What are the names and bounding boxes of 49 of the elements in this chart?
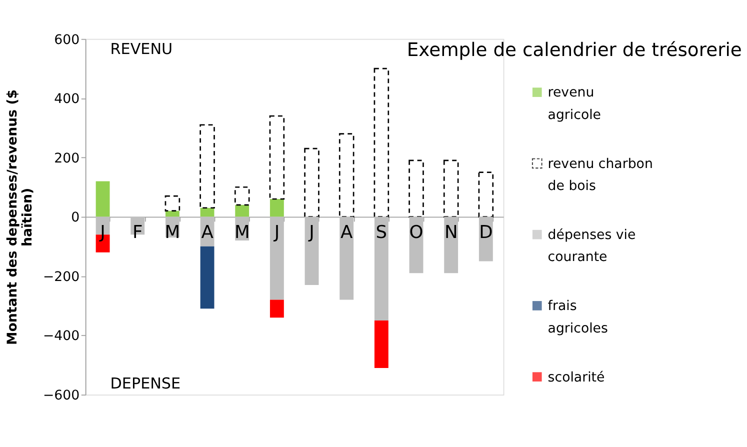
bar	[408, 160, 424, 218]
bar	[234, 186, 250, 206]
bar	[96, 181, 110, 217]
annotation: REVENU	[110, 40, 173, 58]
y-tick-label: −600	[42, 388, 80, 404]
x-tick-label: O	[409, 222, 424, 244]
x-tick-label: F	[132, 222, 143, 244]
y-tick-label: 400	[54, 92, 80, 108]
x-tick-label: D	[479, 222, 493, 244]
y-tick-label: −200	[42, 270, 80, 285]
bar	[478, 172, 494, 218]
bar	[270, 216, 284, 300]
text: Exemple de calendrier de trésorerie	[406, 40, 742, 61]
bar	[304, 216, 319, 285]
bar	[443, 160, 459, 218]
legend-label: revenu agricole	[548, 86, 602, 123]
x-tick-label: J	[273, 222, 280, 244]
bar	[338, 133, 354, 218]
bar	[270, 198, 284, 217]
x-tick-label: N	[444, 222, 458, 244]
bar	[200, 246, 214, 309]
legend-label: revenu charbon de bois	[548, 156, 653, 194]
bar	[235, 204, 250, 217]
x-tick-label: M	[164, 222, 180, 244]
bar	[340, 216, 354, 300]
y-tick-label: 200	[54, 151, 80, 166]
y-tick-label: 600	[54, 32, 80, 48]
y-axis-title: Montant des depenses/revenus ($ haïtien)	[5, 89, 36, 346]
bar	[374, 68, 390, 218]
x-tick-label: A	[201, 222, 214, 244]
legend-label: frais agricoles	[548, 299, 608, 336]
bar	[270, 300, 284, 318]
bar	[200, 208, 214, 217]
y-tick-label: −400	[42, 329, 80, 344]
annotation: DEPENSE	[110, 374, 181, 392]
bar	[165, 210, 180, 217]
x-tick-label: J	[308, 222, 314, 244]
legend-label: dépenses vie courante	[548, 228, 636, 266]
x-tick-label: M	[234, 222, 250, 244]
y-tick-label: 0	[71, 210, 80, 226]
x-tick-label: S	[376, 222, 388, 244]
x-tick-label: A	[340, 222, 353, 244]
legend-label: scolarité	[548, 370, 605, 386]
bar	[200, 124, 215, 209]
bar	[269, 115, 285, 200]
bar	[374, 320, 388, 368]
bar	[304, 148, 320, 218]
bar	[374, 216, 388, 321]
bar	[164, 195, 180, 212]
